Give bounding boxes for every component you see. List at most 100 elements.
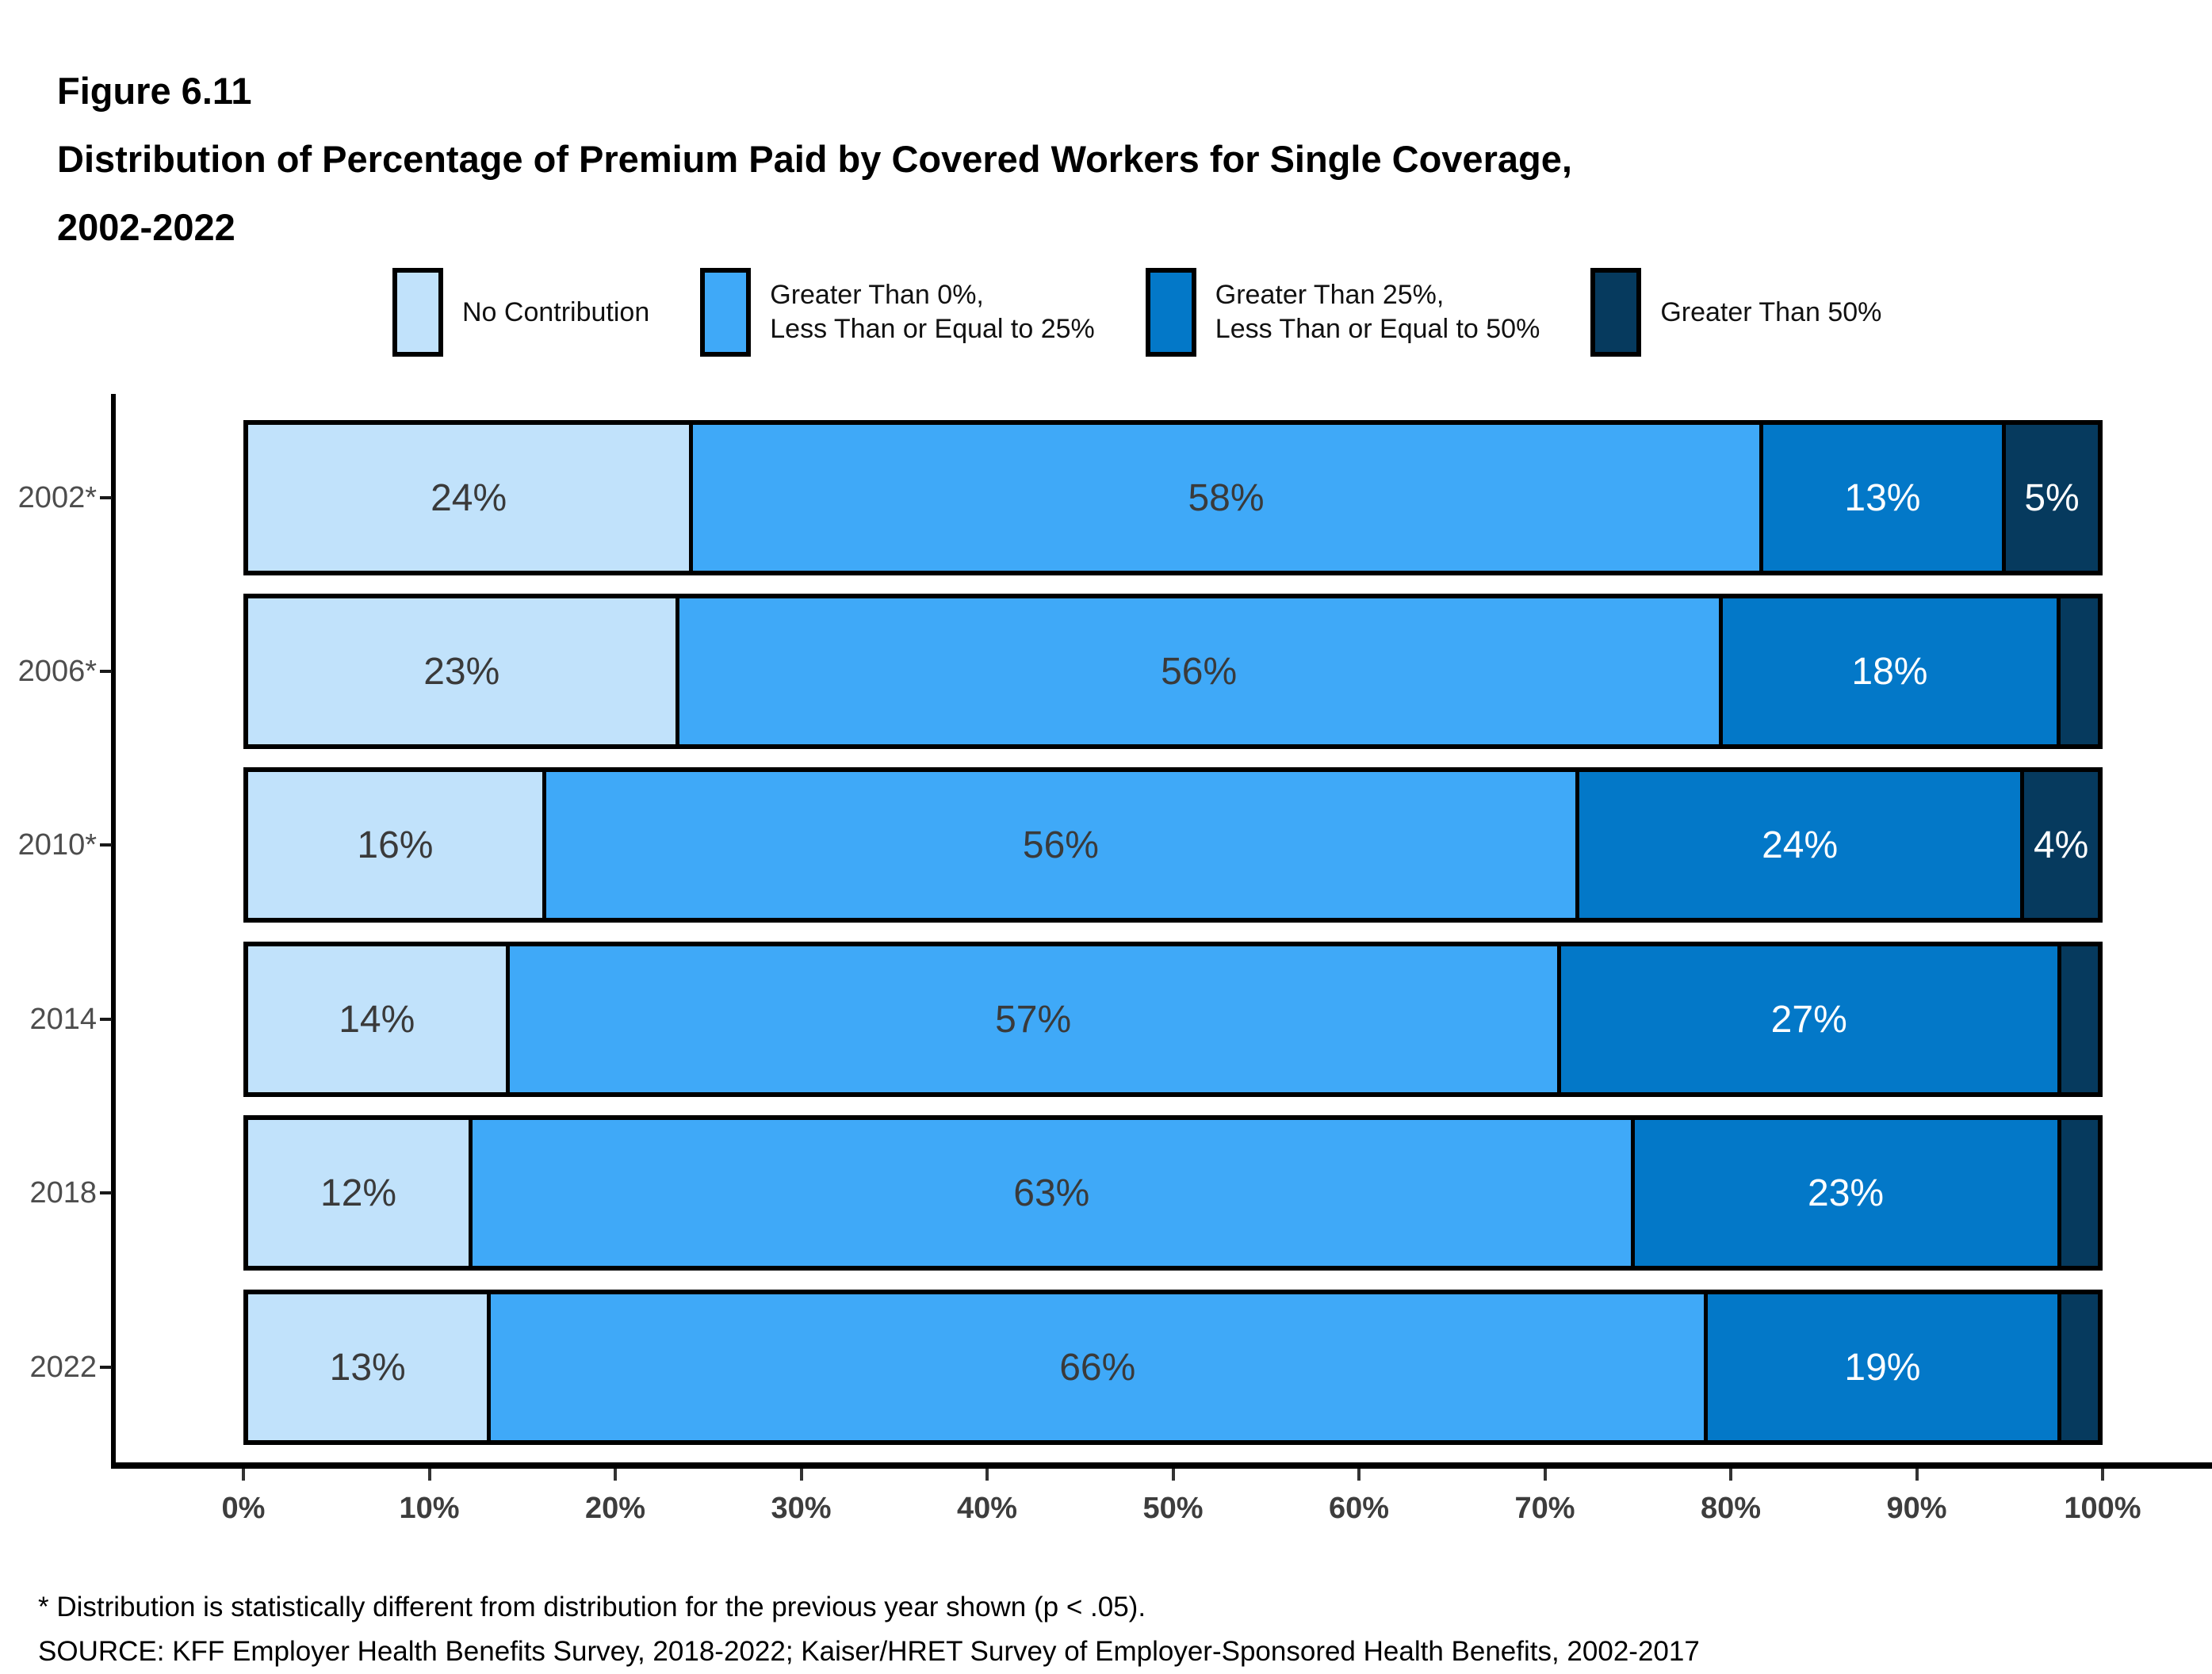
x-tick bbox=[1915, 1469, 1919, 1481]
y-tick bbox=[100, 1018, 112, 1021]
x-tick-label: 20% bbox=[584, 1492, 646, 1525]
x-tick bbox=[1171, 1469, 1175, 1481]
bar-segment: 24% bbox=[1579, 772, 2025, 918]
year-label: 2018 bbox=[29, 1176, 97, 1210]
bar-segment: 66% bbox=[491, 1294, 1709, 1440]
chart-title-line2: 2002-2022 bbox=[57, 206, 235, 248]
y-tick bbox=[100, 496, 112, 499]
bar-segment: 56% bbox=[545, 772, 1579, 918]
year-label: 2022 bbox=[29, 1351, 97, 1384]
segment-value-label: 23% bbox=[1808, 1171, 1885, 1214]
bars-area: 24% 58% 13% 5% 23% 56% 18% 16% 56% 24% 4% 14% 57% 27%… bbox=[243, 394, 2103, 1462]
x-tick bbox=[242, 1469, 245, 1481]
bar-segment: 27% bbox=[1560, 946, 2061, 1092]
x-tick bbox=[614, 1469, 617, 1481]
segment-value-label: 57% bbox=[995, 998, 1072, 1041]
legend-label: Greater Than 0%, Less Than or Equal to 25… bbox=[770, 280, 1095, 344]
x-tick bbox=[1357, 1469, 1360, 1481]
footnote-source: SOURCE: KFF Employer Health Benefits Sur… bbox=[38, 1636, 1700, 1667]
x-tick bbox=[1729, 1469, 1732, 1481]
segment-value-label: 13% bbox=[329, 1346, 406, 1389]
segment-value-label: 27% bbox=[1770, 998, 1847, 1041]
x-tick-label: 0% bbox=[221, 1492, 266, 1525]
bar-segment: 57% bbox=[509, 946, 1561, 1092]
x-tick bbox=[799, 1469, 803, 1481]
legend-item: Greater Than 50% bbox=[1590, 268, 1881, 357]
segment-value-label: 18% bbox=[1851, 650, 1928, 693]
x-tick-label: 90% bbox=[1886, 1492, 1947, 1525]
segment-value-label: 24% bbox=[431, 476, 507, 519]
bar-row: 16% 56% 24% 4% bbox=[243, 767, 2103, 923]
year-label: 2010* bbox=[17, 828, 97, 862]
bar-segment: 23% bbox=[248, 598, 679, 744]
segment-value-label: 63% bbox=[1013, 1171, 1090, 1214]
x-tick bbox=[1543, 1469, 1547, 1481]
segment-value-label: 16% bbox=[357, 824, 434, 866]
plot-panel: 24% 58% 13% 5% 23% 56% 18% 16% 56% 24% 4% 14% 57% 27%… bbox=[111, 394, 2212, 1469]
x-tick-label: 10% bbox=[399, 1492, 460, 1525]
bar-segment: 19% bbox=[1708, 1294, 2061, 1440]
segment-value-label: 56% bbox=[1161, 650, 1238, 693]
legend-swatch bbox=[700, 268, 752, 357]
bar-row: 23% 56% 18% bbox=[243, 594, 2103, 749]
legend-item: Greater Than 25%, Less Than or Equal to 5… bbox=[1145, 268, 1540, 357]
segment-value-label: 19% bbox=[1844, 1346, 1921, 1389]
legend-label: Greater Than 25%, Less Than or Equal to 5… bbox=[1215, 280, 1540, 344]
x-tick-label: 40% bbox=[956, 1492, 1018, 1525]
bar-segment: 4% bbox=[2024, 772, 2098, 918]
footnote-asterisk: * Distribution is statistically differen… bbox=[38, 1592, 1146, 1622]
legend: No Contribution Greater Than 0%, Less Than… bbox=[392, 268, 1881, 357]
year-label: 2006* bbox=[17, 655, 97, 688]
bar-segment bbox=[2061, 1294, 2098, 1440]
year-label: 2014 bbox=[29, 1003, 97, 1036]
bar-segment: 14% bbox=[248, 946, 510, 1092]
bar-segment: 63% bbox=[473, 1120, 1635, 1266]
chart-header: Figure 6.11 Distribution of Percentage o… bbox=[57, 57, 1572, 262]
segment-value-label: 66% bbox=[1059, 1346, 1136, 1389]
legend-item: No Contribution bbox=[392, 268, 649, 357]
bar-segment: 24% bbox=[248, 425, 694, 571]
y-tick bbox=[100, 670, 112, 673]
segment-value-label: 14% bbox=[339, 998, 415, 1041]
x-tick bbox=[985, 1469, 989, 1481]
legend-item: Greater Than 0%, Less Than or Equal to 25… bbox=[700, 268, 1095, 357]
bar-row: 13% 66% 19% bbox=[243, 1290, 2103, 1445]
legend-swatch bbox=[1145, 268, 1196, 357]
bar-row: 24% 58% 13% 5% bbox=[243, 420, 2103, 575]
y-tick bbox=[100, 1366, 112, 1369]
bar-segment bbox=[2061, 1120, 2098, 1266]
segment-value-label: 23% bbox=[423, 650, 500, 693]
x-tick-label: 50% bbox=[1142, 1492, 1204, 1525]
x-tick-label: 70% bbox=[1514, 1492, 1575, 1525]
bar-row: 12% 63% 23% bbox=[243, 1115, 2103, 1271]
bar-segment bbox=[2061, 946, 2098, 1092]
y-tick bbox=[100, 1191, 112, 1194]
chart-title-line1: Distribution of Percentage of Premium Pa… bbox=[57, 138, 1572, 180]
footnotes: * Distribution is statistically differen… bbox=[38, 1585, 1700, 1674]
segment-value-label: 13% bbox=[1844, 476, 1921, 519]
segment-value-label: 5% bbox=[2024, 476, 2080, 519]
x-tick-label: 100% bbox=[2064, 1492, 2141, 1525]
segment-value-label: 24% bbox=[1762, 824, 1839, 866]
legend-label: No Contribution bbox=[462, 296, 650, 327]
x-tick bbox=[427, 1469, 431, 1481]
x-tick-label: 60% bbox=[1328, 1492, 1390, 1525]
legend-swatch bbox=[392, 268, 443, 357]
figure-number: Figure 6.11 bbox=[57, 70, 252, 112]
bar-segment: 12% bbox=[248, 1120, 473, 1266]
bar-segment: 56% bbox=[679, 598, 1723, 744]
x-tick-label: 80% bbox=[1700, 1492, 1762, 1525]
legend-swatch bbox=[1590, 268, 1642, 357]
bar-segment: 13% bbox=[1762, 425, 2007, 571]
bar-segment: 5% bbox=[2006, 425, 2098, 571]
bar-segment: 18% bbox=[1722, 598, 2061, 744]
segment-value-label: 12% bbox=[320, 1171, 397, 1214]
y-tick bbox=[100, 843, 112, 847]
bar-segment: 13% bbox=[248, 1294, 492, 1440]
bar-row: 14% 57% 27% bbox=[243, 942, 2103, 1097]
legend-label: Greater Than 50% bbox=[1660, 296, 1882, 327]
bar-segment: 23% bbox=[1634, 1120, 2061, 1266]
bar-segment: 16% bbox=[248, 772, 546, 918]
x-tick-label: 30% bbox=[771, 1492, 832, 1525]
